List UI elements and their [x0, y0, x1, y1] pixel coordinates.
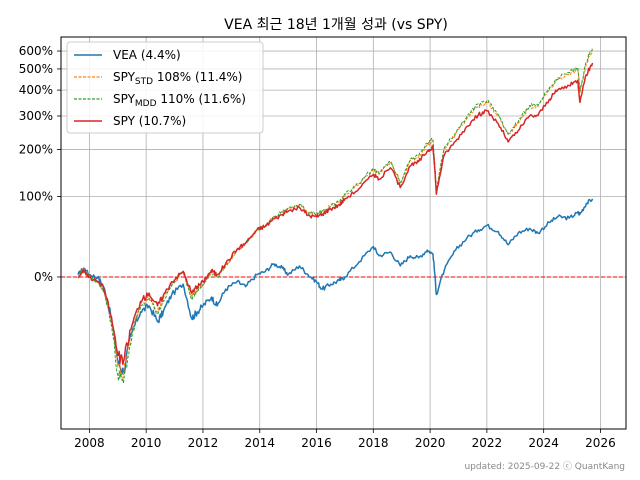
y-tick-label: 0%: [34, 270, 53, 284]
plot-frame: [60, 36, 627, 430]
x-tick-label: 2022: [472, 436, 503, 450]
y-tick-label: 100%: [19, 189, 53, 203]
footer-credit: updated: 2025-09-22 ⓒ QuantKang: [464, 461, 625, 472]
x-tick-label: 2020: [415, 436, 446, 450]
chart-title: VEA 최근 18년 1개월 성과 (vs SPY): [224, 17, 448, 33]
legend-box: [66, 41, 264, 134]
series-group: [77, 47, 594, 384]
x-tick-label: 2016: [301, 436, 332, 450]
legend-label: SPYMDD 110% (11.6%): [113, 92, 246, 109]
y-tick-label: 300%: [19, 109, 53, 123]
x-tick-label: 2026: [585, 436, 616, 450]
legend-label: SPYSTD 108% (11.4%): [113, 70, 242, 87]
series-line-0: [77, 198, 594, 375]
x-tick-label: 2008: [74, 436, 105, 450]
legend-label: SPY (10.7%): [113, 114, 186, 128]
y-tick-label: 200%: [19, 142, 53, 156]
x-tick-label: 2024: [528, 436, 559, 450]
y-tick-label: 400%: [19, 83, 53, 97]
legend-label: VEA (4.4%): [113, 48, 181, 62]
x-axis: 2008 2010 2012 2014 2016 2018 2020 2022 2024 2026: [74, 429, 616, 450]
series-line-1: [77, 50, 593, 379]
legend: VEA (4.4%) SPYSTD 108% (11.4%) SPYMDD 110%…: [66, 41, 264, 134]
x-tick-label: 2012: [188, 436, 219, 450]
y-tick-label: 500%: [19, 62, 53, 76]
x-tick-label: 2014: [244, 436, 275, 450]
y-tick-label: 600%: [19, 44, 53, 58]
x-tick-label: 2018: [358, 436, 389, 450]
y-axis: 0% 100% 200% 300% 400% 500% 600%: [19, 44, 61, 284]
x-tick-label: 2010: [131, 436, 162, 450]
series-line-3: [77, 62, 594, 365]
series-line-2: [77, 47, 593, 384]
